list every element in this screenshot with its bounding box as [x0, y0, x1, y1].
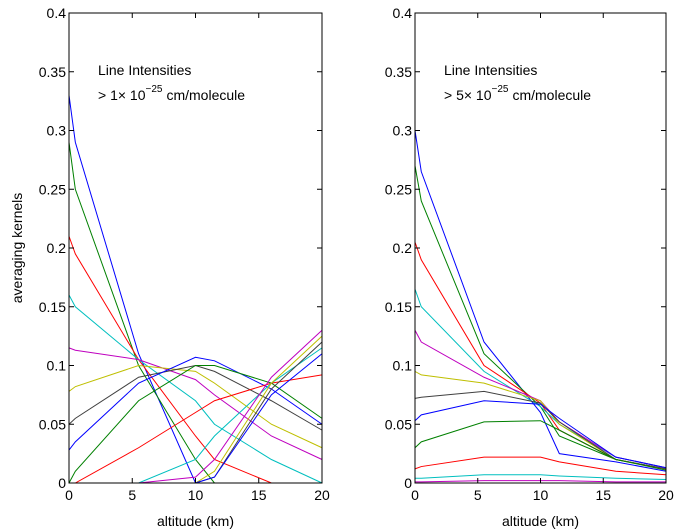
- x-tick-label: 0: [65, 487, 73, 503]
- data-line: [414, 130, 667, 472]
- annotation: > 5× 10−25 cm/molecule: [444, 84, 591, 103]
- data-line: [69, 353, 323, 484]
- data-line: [414, 420, 667, 471]
- y-tick-label: 0.25: [39, 181, 66, 197]
- x-tick-label: 15: [251, 487, 267, 503]
- y-tick-label: 0.4: [393, 5, 413, 21]
- y-tick-label: 0.35: [39, 64, 66, 80]
- data-line: [68, 347, 323, 460]
- data-line: [69, 347, 323, 484]
- y-tick-label: 0.05: [385, 416, 412, 432]
- y-axis-label: averaging kernels: [9, 193, 25, 304]
- data-line: [414, 400, 667, 469]
- data-line: [69, 374, 323, 484]
- data-line: [69, 335, 323, 484]
- annotation-text: cm/molecule: [512, 87, 591, 103]
- data-line: [414, 330, 667, 469]
- data-line: [68, 294, 323, 484]
- data-line: [68, 142, 322, 484]
- data-line: [414, 288, 667, 469]
- y-tick-label: 0.4: [47, 5, 67, 21]
- y-tick-label: 0.05: [39, 416, 66, 432]
- y-tick-label: 0: [58, 475, 66, 491]
- x-tick-label: 20: [314, 487, 330, 503]
- x-tick-label: 0: [411, 487, 419, 503]
- annotation-text: cm/molecule: [166, 87, 245, 103]
- annotation-exponent: −25: [146, 84, 163, 95]
- y-tick-label: 0.2: [393, 240, 413, 256]
- y-tick-label: 0.1: [393, 358, 413, 374]
- y-tick-label: 0: [404, 475, 412, 491]
- annotation: Line Intensities: [444, 62, 537, 78]
- x-tick-label: 5: [474, 487, 482, 503]
- x-tick-label: 10: [533, 487, 549, 503]
- annotation: > 1× 10−25 cm/molecule: [98, 84, 245, 103]
- y-tick-label: 0.15: [385, 299, 412, 315]
- annotation-exponent: −25: [492, 84, 509, 95]
- data-line: [415, 474, 667, 480]
- x-tick-label: 5: [128, 487, 136, 503]
- data-line: [68, 95, 322, 484]
- data-line: [414, 165, 667, 470]
- y-tick-label: 0.3: [47, 123, 67, 139]
- annotation: Line Intensities: [98, 62, 191, 78]
- data-line: [68, 364, 323, 449]
- y-tick-label: 0.25: [385, 181, 412, 197]
- data-line: [414, 370, 667, 470]
- x-tick-label: 10: [188, 487, 204, 503]
- y-tick-label: 0.15: [39, 299, 66, 315]
- annotation-text: > 1× 10: [98, 87, 146, 103]
- y-tick-label: 0.2: [47, 240, 67, 256]
- x-tick-label: 15: [595, 487, 611, 503]
- y-tick-label: 0.1: [47, 358, 67, 374]
- data-line: [68, 236, 322, 484]
- data-line: [414, 456, 667, 476]
- annotation-text: > 5× 10: [444, 87, 492, 103]
- x-tick-label: 20: [658, 487, 674, 503]
- x-axis-label: altitude (km): [502, 513, 579, 529]
- y-tick-label: 0.35: [385, 64, 412, 80]
- y-tick-label: 0.3: [393, 123, 413, 139]
- x-axis-label: altitude (km): [157, 513, 234, 529]
